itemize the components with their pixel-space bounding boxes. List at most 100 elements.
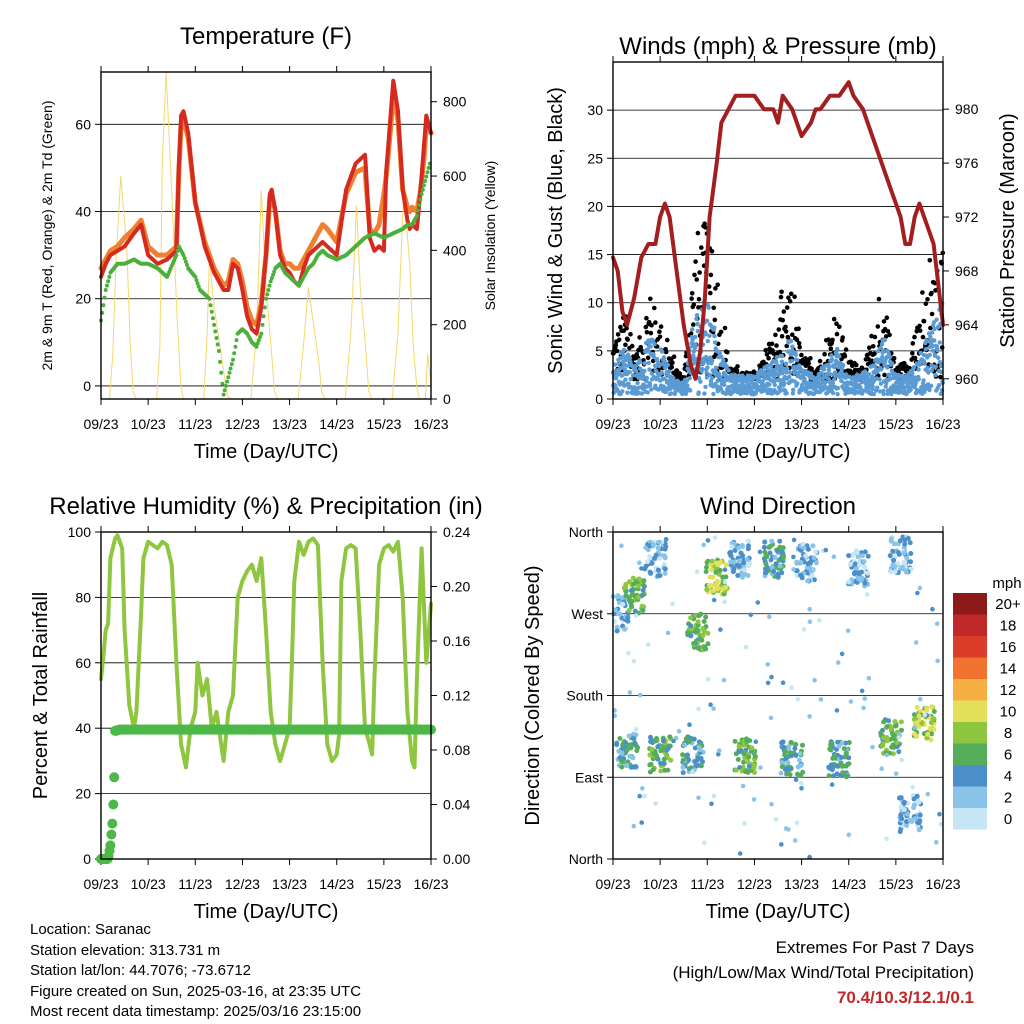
direction-point [691, 736, 697, 742]
direction-point [733, 767, 739, 773]
dewpoint-point [232, 351, 237, 356]
direction-point [662, 566, 668, 572]
dewpoint-point [416, 208, 420, 213]
wind-point [882, 337, 887, 343]
dewpoint-point [194, 278, 199, 283]
direction-point [839, 755, 844, 760]
gust-point [896, 368, 901, 374]
direction-point [884, 752, 890, 758]
direction-point [777, 563, 783, 569]
wind-point [703, 384, 708, 390]
direction-point [800, 742, 805, 748]
y-tick-label: 0 [83, 378, 91, 394]
wind-point [829, 353, 834, 358]
direction-point [861, 559, 867, 564]
direction-point [881, 735, 887, 741]
dewpoint-point [426, 165, 431, 170]
dewpoint-point [220, 381, 225, 386]
gust-point [653, 320, 658, 325]
wind-point [886, 351, 891, 356]
wind-point [702, 391, 707, 396]
colorbar-swatch [953, 679, 987, 701]
direction-point [612, 607, 618, 613]
direction-point [682, 742, 688, 748]
direction-point [893, 771, 899, 776]
direction-point [805, 578, 811, 584]
direction-point [765, 680, 771, 686]
direction-point [898, 719, 904, 725]
wind-point [613, 376, 619, 381]
direction-point [846, 740, 852, 745]
gust-point [696, 305, 701, 310]
direction-point [912, 721, 918, 727]
gust-point [817, 358, 823, 364]
direction-point [817, 618, 822, 623]
direction-point [898, 804, 904, 810]
y-tick-label: North [569, 524, 603, 540]
direction-point [918, 708, 924, 714]
direction-point [723, 562, 729, 568]
wind-point [872, 363, 878, 369]
y-tick-label-right: 400 [443, 242, 467, 258]
direction-point [859, 553, 865, 559]
direction-point [911, 796, 917, 802]
direction-point [700, 633, 706, 638]
direction-point [916, 724, 922, 730]
direction-point [855, 554, 861, 560]
gust-point [776, 327, 782, 332]
dewpoint-point [101, 303, 106, 308]
wind-point [932, 326, 937, 332]
wind-point [767, 382, 772, 387]
wind-point [784, 391, 789, 396]
y-tick-label-right: 200 [443, 317, 467, 333]
direction-point [908, 559, 913, 565]
gust-point [712, 317, 718, 323]
gust-point [628, 332, 633, 337]
direction-point [786, 746, 791, 752]
dewpoint-point [254, 344, 259, 349]
direction-point [694, 757, 700, 763]
y-axis-label: Percent & Total Rainfall [30, 592, 52, 800]
direction-point [918, 696, 923, 702]
gust-point [650, 358, 656, 364]
gust-point [618, 324, 623, 330]
direction-point [680, 770, 686, 776]
wind-point [871, 392, 876, 397]
direction-point [853, 565, 859, 571]
direction-point [640, 608, 646, 613]
direction-point [736, 749, 742, 755]
dewpoint-point [219, 370, 224, 375]
direction-point [763, 553, 769, 559]
gust-point [648, 330, 654, 336]
direction-point [892, 736, 898, 742]
wind-point [929, 368, 934, 373]
direction-point [707, 574, 713, 580]
direction-point [775, 574, 781, 579]
colorbar-swatch [953, 636, 987, 658]
direction-point [743, 644, 749, 650]
wind-point [934, 317, 939, 322]
direction-point [705, 538, 711, 543]
wind-point [637, 359, 643, 365]
wind-point [880, 354, 885, 360]
direction-point [769, 802, 774, 807]
gust-point [902, 360, 907, 366]
colorbar-swatch [953, 786, 987, 808]
gust-point [711, 305, 716, 311]
speed-colorbar: mph 0 2 4 6 8 10 12 14 16 18 20+ [953, 575, 1022, 830]
direction-point [862, 549, 868, 555]
x-tick-label: 13/23 [784, 416, 819, 432]
direction-point [696, 706, 701, 712]
direction-point [708, 702, 713, 707]
direction-point [688, 615, 694, 621]
y-axis-label-right: Solar Insolation (Yellow) [482, 161, 498, 311]
direction-point [846, 553, 852, 559]
y-tick-label: 0 [83, 851, 91, 867]
gust-point [734, 368, 740, 373]
direction-point [640, 587, 646, 593]
direction-point [896, 550, 901, 555]
dewpoint-point [418, 197, 423, 202]
direction-point [911, 716, 917, 722]
wind-point [704, 375, 710, 380]
direction-point [788, 739, 794, 745]
